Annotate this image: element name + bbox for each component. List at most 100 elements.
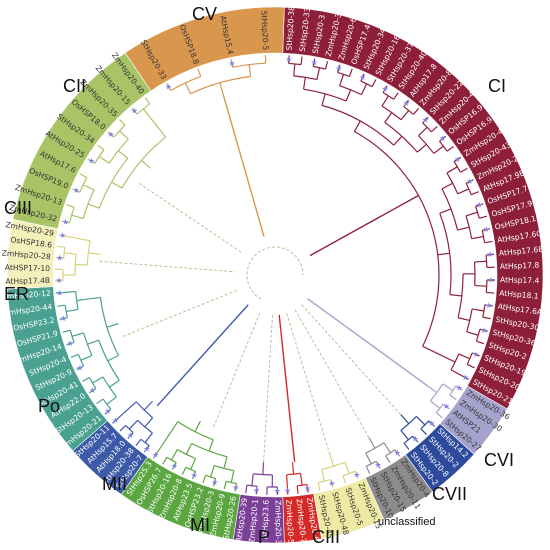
star-icon: ★ [443, 402, 450, 411]
star-icon: ★ [211, 478, 218, 487]
internal-arc [297, 483, 308, 487]
leaf-branch [131, 107, 138, 115]
leaf-label: AtHSP17-10 [5, 263, 51, 273]
leaf-branch [435, 412, 443, 419]
internal-arc [465, 183, 472, 195]
internal-branch [450, 369, 462, 377]
leaf-branch [348, 68, 353, 77]
leaf-branch [420, 428, 427, 435]
internal-arc [457, 273, 464, 318]
internal-arc [482, 304, 486, 318]
clade-stem [122, 289, 239, 337]
internal-branch [66, 235, 79, 240]
internal-branch [422, 345, 434, 353]
star-icon: ★ [73, 186, 80, 195]
leaf-branch [394, 449, 401, 457]
leaf-branch [471, 352, 480, 357]
internal-branch [474, 260, 487, 263]
internal-arc [403, 106, 414, 115]
leaf-branch [360, 73, 365, 82]
star-icon: ★ [412, 435, 419, 444]
internal-arc [63, 247, 66, 259]
internal-branch [106, 396, 117, 405]
internal-branch [118, 409, 128, 419]
internal-branch [353, 120, 361, 132]
internal-arc [318, 478, 331, 484]
internal-branch [208, 439, 214, 452]
leaf-branch [119, 425, 127, 432]
leaf-branch [55, 257, 64, 259]
leaf-branch [79, 173, 88, 178]
leaf-branch [422, 116, 429, 124]
leaf-branch [112, 417, 119, 424]
internal-arc [136, 103, 151, 115]
internal-arc [113, 124, 126, 138]
group-label-cvii: CVII [432, 484, 467, 504]
leaf-branch [119, 119, 126, 126]
leaf-branch [461, 375, 469, 380]
star-icon: ★ [89, 386, 96, 395]
internal-arc [214, 464, 234, 472]
internal-arc [354, 130, 440, 347]
internal-branch [446, 166, 458, 174]
star-icon: ★ [328, 479, 335, 488]
clade-stem [309, 194, 419, 257]
internal-arc [466, 308, 473, 333]
leaf-branch [97, 144, 105, 151]
star-icon: ★ [335, 64, 342, 73]
leaf-branch [202, 475, 207, 484]
leaf-branch [324, 61, 329, 70]
internal-arc [108, 138, 129, 164]
internal-branch [465, 211, 478, 217]
internal-branch [88, 296, 101, 300]
star-icon: ★ [439, 134, 446, 143]
internal-arc [102, 376, 117, 398]
star-icon: ★ [104, 407, 111, 416]
leaf-branch [354, 470, 359, 479]
star-icon: ★ [374, 460, 381, 469]
internal-branch [170, 421, 179, 433]
internal-branch [144, 417, 154, 428]
leaf-branch [465, 179, 474, 184]
leaf-label: ZmHsp20-28 [1, 249, 51, 262]
star-icon: ★ [462, 373, 469, 382]
star-icon: ★ [60, 314, 67, 323]
group-label-mii: MII [102, 474, 127, 494]
internal-branch [345, 89, 352, 102]
group-label-mi: MI [190, 515, 210, 535]
leaf-branch [162, 457, 168, 465]
leaf-branch [442, 403, 450, 410]
leaf-branch [87, 158, 96, 164]
internal-branch [88, 252, 101, 255]
leaf-label: AtHsp23.6 [260, 499, 270, 539]
internal-branch [449, 294, 462, 297]
internal-branch [251, 473, 254, 486]
internal-branch [316, 67, 321, 80]
internal-branch [439, 208, 452, 214]
leaf-label: AtHsp17.8 [500, 261, 540, 271]
leaf-branch [306, 484, 309, 493]
internal-branch [119, 130, 129, 140]
internal-branch [444, 356, 456, 363]
leaf-branch [375, 461, 381, 469]
leaf-branch [486, 253, 495, 256]
internal-branch [442, 383, 454, 391]
internal-arc [225, 480, 237, 485]
internal-branch [143, 400, 153, 411]
leaf-branch [70, 353, 79, 358]
internal-arc [177, 449, 196, 460]
internal-branch [87, 339, 99, 345]
clade-stem [138, 182, 243, 254]
internal-branch [293, 63, 296, 76]
internal-branch [400, 430, 409, 441]
leaf-branch [365, 466, 371, 474]
leaf-branch [484, 304, 493, 307]
internal-branch [415, 415, 426, 426]
leaf-branch [96, 398, 104, 405]
leaf-branch [135, 438, 142, 446]
clade-band-ci [282, 6, 544, 410]
star-icon: ★ [274, 486, 281, 495]
leaf-branch [58, 234, 67, 237]
star-icon: ★ [466, 177, 473, 186]
leaf-branch [430, 125, 438, 133]
